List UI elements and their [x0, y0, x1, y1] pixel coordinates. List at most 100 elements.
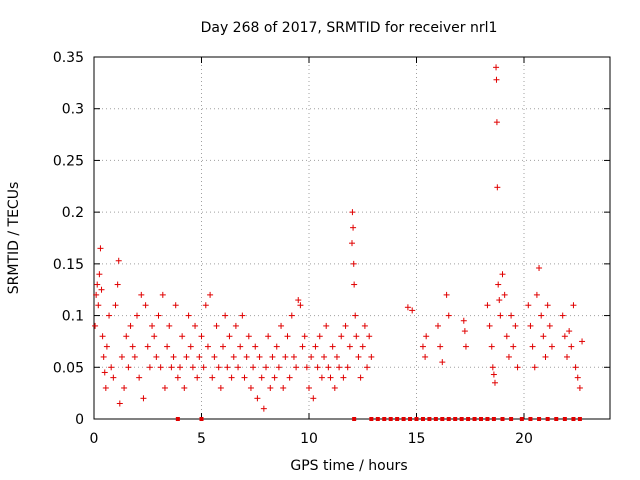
- data-point: [572, 364, 579, 371]
- zero-marker: [509, 417, 514, 421]
- data-point: [461, 328, 468, 335]
- data-point: [503, 333, 510, 340]
- data-point: [314, 364, 321, 371]
- data-point: [149, 322, 156, 329]
- data-point: [510, 343, 517, 350]
- chart-title: Day 268 of 2017, SRMTID for receiver nrl…: [201, 20, 498, 36]
- data-point: [92, 322, 99, 329]
- data-point: [258, 374, 265, 381]
- zero-marker: [528, 417, 533, 421]
- data-point: [269, 353, 276, 360]
- data-point: [198, 333, 205, 340]
- data-point: [423, 333, 430, 340]
- data-point: [155, 312, 162, 319]
- data-point: [288, 312, 295, 319]
- grid: [94, 57, 610, 419]
- data-point: [121, 384, 128, 391]
- data-point: [96, 271, 103, 278]
- data-point: [490, 371, 497, 378]
- data-point: [301, 333, 308, 340]
- data-point: [508, 312, 515, 319]
- data-point: [271, 374, 278, 381]
- data-point: [278, 322, 285, 329]
- data-point: [267, 384, 274, 391]
- data-point: [138, 291, 145, 298]
- zero-marker: [420, 417, 425, 421]
- data-point: [351, 281, 358, 288]
- zero-marker: [352, 417, 357, 421]
- data-point: [275, 364, 282, 371]
- data-point: [250, 364, 257, 371]
- y-tick-label: 0.1: [62, 309, 84, 325]
- data-point: [179, 333, 186, 340]
- data-point: [548, 343, 555, 350]
- data-point: [499, 271, 506, 278]
- data-point: [284, 333, 291, 340]
- data-point: [579, 338, 586, 345]
- data-point: [265, 333, 272, 340]
- data-point: [306, 384, 312, 391]
- x-tick-label: 10: [300, 431, 318, 447]
- y-axis-label: SRMTID / TECUs: [6, 182, 22, 295]
- x-tick-label: 5: [197, 431, 206, 447]
- data-point: [134, 312, 140, 319]
- data-point: [318, 374, 325, 381]
- data-point: [355, 353, 362, 360]
- data-point: [110, 374, 117, 381]
- data-point: [131, 353, 138, 360]
- zero-marker: [577, 417, 582, 421]
- data-point: [496, 297, 503, 304]
- data-point: [153, 353, 160, 360]
- x-axis-tick-labels: 0 5 10 15 20: [90, 431, 533, 447]
- data-point: [226, 333, 233, 340]
- data-point: [538, 312, 545, 319]
- data-point: [220, 343, 226, 350]
- data-point: [174, 374, 181, 381]
- zero-marker: [408, 417, 413, 421]
- data-point: [419, 343, 426, 350]
- data-point: [166, 322, 173, 329]
- data-point: [235, 364, 242, 371]
- y-tick-label: 0.05: [53, 360, 84, 376]
- data-point: [243, 353, 250, 360]
- zero-marker: [433, 417, 438, 421]
- data-point: [493, 64, 500, 71]
- data-point: [531, 364, 538, 371]
- data-point: [168, 364, 175, 371]
- data-point: [217, 384, 224, 391]
- data-point: [494, 184, 501, 191]
- data-point: [435, 322, 441, 329]
- data-point: [349, 240, 355, 247]
- data-point: [533, 291, 540, 298]
- data-point: [329, 343, 336, 350]
- data-point: [409, 307, 416, 314]
- zero-marker: [175, 417, 180, 421]
- data-point: [540, 333, 547, 340]
- data-point: [346, 343, 353, 350]
- zero-marker: [466, 417, 471, 421]
- data-point: [564, 353, 570, 360]
- data-point: [118, 353, 125, 360]
- data-point: [536, 264, 543, 271]
- data-point: [568, 343, 575, 350]
- data-point: [215, 364, 222, 371]
- data-point: [170, 353, 177, 360]
- data-point: [241, 374, 248, 381]
- data-point: [263, 364, 269, 371]
- data-point: [239, 312, 246, 319]
- y-tick-label: 0.25: [53, 153, 84, 169]
- zero-marker: [369, 417, 374, 421]
- data-point: [207, 291, 214, 298]
- data-point: [489, 364, 496, 371]
- data-point: [350, 260, 357, 267]
- data-point: [237, 343, 244, 350]
- data-point: [368, 353, 375, 360]
- zero-marker: [562, 417, 567, 421]
- zero-marker: [537, 417, 542, 421]
- data-point: [98, 286, 105, 293]
- data-point: [140, 395, 147, 402]
- data-point: [222, 312, 229, 319]
- zero-marker: [519, 417, 524, 421]
- data-point: [142, 302, 149, 309]
